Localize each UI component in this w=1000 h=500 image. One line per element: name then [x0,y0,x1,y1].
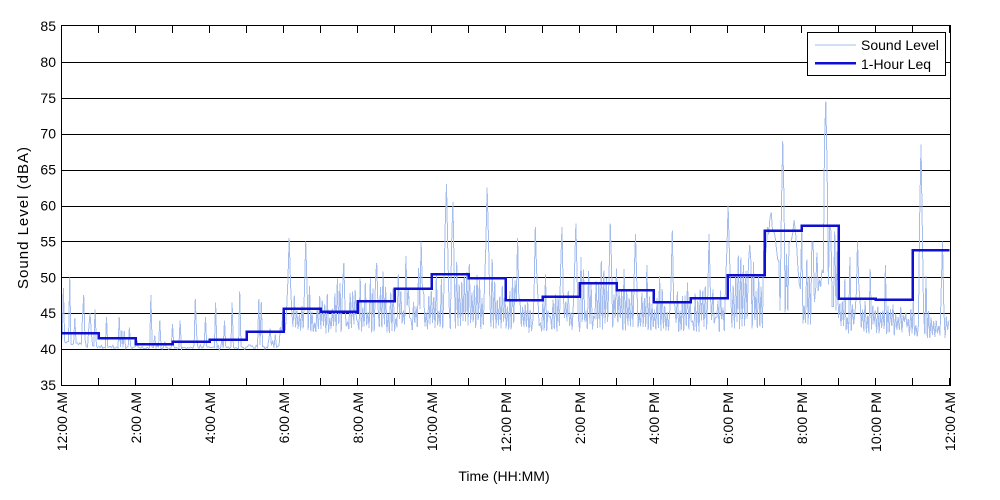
svg-text:12:00 PM: 12:00 PM [498,392,514,452]
svg-text:85: 85 [40,18,56,34]
svg-text:12:00 AM: 12:00 AM [54,392,70,451]
svg-text:50: 50 [40,269,56,285]
svg-text:6:00 PM: 6:00 PM [720,392,736,444]
svg-text:10:00 PM: 10:00 PM [868,392,884,452]
svg-text:8:00 AM: 8:00 AM [350,392,366,443]
svg-text:60: 60 [40,198,56,214]
svg-text:65: 65 [40,162,56,178]
svg-text:45: 45 [40,305,56,321]
svg-text:2:00 AM: 2:00 AM [128,392,144,443]
svg-text:12:00 AM: 12:00 AM [942,392,958,451]
svg-text:1-Hour Leq: 1-Hour Leq [861,56,931,72]
svg-text:Time (HH:MM): Time (HH:MM) [458,468,549,484]
svg-text:8:00 PM: 8:00 PM [794,392,810,444]
svg-text:55: 55 [40,233,56,249]
svg-text:40: 40 [40,341,56,357]
svg-text:Sound Level (dBA): Sound Level (dBA) [15,146,32,289]
svg-text:4:00 PM: 4:00 PM [646,392,662,444]
svg-text:75: 75 [40,90,56,106]
svg-text:70: 70 [40,126,56,142]
svg-text:2:00 PM: 2:00 PM [572,392,588,444]
svg-text:10:00 AM: 10:00 AM [424,392,440,451]
svg-text:35: 35 [40,377,56,393]
svg-text:Sound Level: Sound Level [861,37,939,53]
svg-text:80: 80 [40,54,56,70]
svg-text:4:00 AM: 4:00 AM [202,392,218,443]
svg-text:6:00 AM: 6:00 AM [276,392,292,443]
